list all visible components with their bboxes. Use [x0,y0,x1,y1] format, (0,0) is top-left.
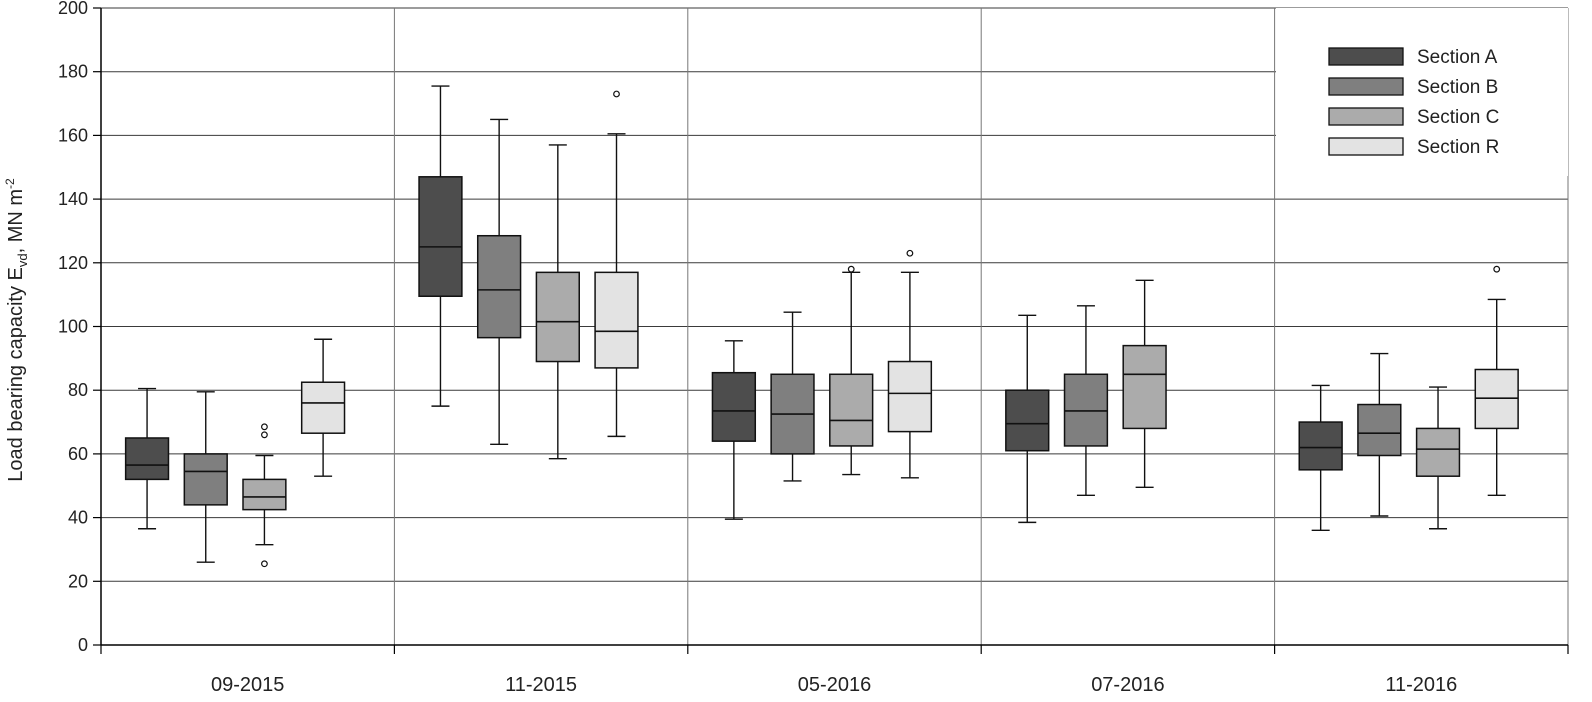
box-iqr [711,371,757,442]
box-iqr [535,271,580,363]
box-plot [1122,279,1167,489]
box-iqr [300,381,346,434]
box-plot [300,338,346,477]
box-iqr [1357,403,1402,457]
box-iqr [829,373,874,447]
y-tick-label: 120 [58,253,88,273]
box-plot [1298,384,1343,532]
box-plot [418,85,463,407]
box-plot [594,90,639,438]
y-tick-label: 200 [58,0,88,18]
box-iqr [418,176,463,297]
y-tick-label: 20 [68,571,88,591]
box-iqr [1005,389,1050,452]
outlier-point [847,265,855,273]
box-iqr [124,437,170,481]
outlier-point [261,423,268,431]
box-plot [476,118,522,446]
axes: 0 20 40 60 80 100 120 140 160 180 200 09-2015 11-201… [58,0,1569,696]
legend-box [1276,8,1568,176]
box-plot [1415,386,1461,530]
legend-swatch [1328,77,1404,96]
legend-label: Section C [1417,107,1499,128]
x-tick-label: 11-2016 [1385,674,1457,696]
outlier-point [613,90,620,98]
box-plot [1005,314,1050,524]
box-plot [711,340,757,520]
box-iqr [1122,344,1167,430]
x-tick-label: 05-2016 [798,674,871,696]
box-plots [124,85,1519,568]
outlier-point [906,249,914,257]
y-tick-label: 140 [58,189,88,209]
box-plot [535,144,580,460]
outlier-point [261,560,268,568]
box-iqr [183,453,228,506]
y-tick-label: 80 [68,380,88,400]
box-plot [887,249,933,479]
box-plot [1357,352,1402,517]
legend-swatch [1328,107,1404,126]
box-plot [1474,265,1519,497]
legend-swatch [1328,137,1404,156]
y-axis-label-unit: , MN m [5,189,27,253]
legend-label: Section B [1417,77,1498,98]
outlier-point [261,431,268,439]
y-tick-label: 180 [58,62,88,82]
box-iqr [476,234,522,339]
box-iqr [1415,427,1461,477]
box-iqr [887,360,933,433]
x-tick-label: 07-2016 [1091,674,1164,696]
y-tick-label: 60 [68,444,88,464]
y-axis-label: Load bearing capacity Evd, MN m-2 [3,178,30,482]
box-plot [183,391,228,563]
box-plot [242,423,287,568]
y-axis-label-sup: -2 [3,178,17,189]
box-iqr [242,478,287,511]
box-plot [829,265,874,476]
box-plot [770,311,815,482]
legend: Section A Section B Section C Section R [1276,8,1568,176]
outlier-point [1493,265,1501,273]
y-tick-label: 100 [58,317,88,337]
y-tick-label: 160 [58,125,88,145]
y-axis-label-sub: vd [15,253,30,267]
y-tick-label: 40 [68,508,88,528]
legend-label: Section R [1417,137,1499,158]
y-tick-label: 0 [78,635,88,655]
box-iqr [1298,421,1343,471]
legend-swatch [1328,47,1404,66]
box-plot [124,387,170,530]
x-tick-label: 11-2015 [505,674,577,696]
y-axis-label-main: Load bearing capacity E [5,267,27,482]
box-plot [1063,305,1109,497]
x-tick-label: 09-2015 [211,674,284,696]
legend-label: Section A [1417,47,1498,68]
box-iqr [594,271,639,369]
